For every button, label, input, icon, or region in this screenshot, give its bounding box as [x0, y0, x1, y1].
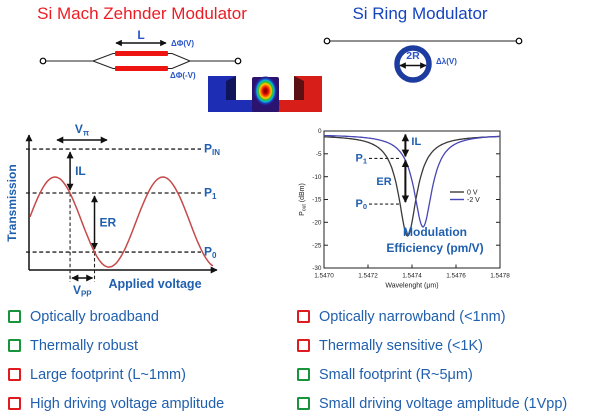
- p1-label: P1: [355, 152, 367, 165]
- svg-text:-15: -15: [312, 197, 322, 204]
- spectrum-0V: [323, 135, 500, 237]
- bullet-item: Optically narrowband (<1nm): [297, 302, 589, 331]
- p0-label: P0: [355, 198, 367, 211]
- ring-title: Si Ring Modulator: [352, 4, 488, 23]
- bullet-label: Thermally sensitive (<1K): [319, 337, 483, 354]
- shift-label: Δλ(V): [436, 57, 457, 66]
- output-port-icon: [515, 37, 523, 45]
- waveguide-cross-section: [208, 76, 322, 112]
- svg-text:-10: -10: [312, 174, 322, 181]
- svg-text:-5: -5: [316, 151, 322, 158]
- bullet-item: Optically broadband: [8, 302, 300, 331]
- y-ticks: [324, 130, 500, 246]
- svg-text:-25: -25: [312, 242, 322, 249]
- svg-text:1.5476: 1.5476: [446, 273, 466, 280]
- ring-schematic: 2R Δλ(V): [323, 37, 523, 83]
- bullet-label: Small footprint (R~5μm): [319, 366, 473, 383]
- optical-mode: [254, 76, 277, 106]
- p1-label: P1: [204, 185, 217, 201]
- transfer-curve: [29, 176, 214, 268]
- bullet-item: High driving voltage amplitude: [8, 389, 300, 418]
- ring-spectrum-plot: 0 -5 -10 -15 -20 -25 -30 1.5470 1.5472 1…: [299, 128, 510, 290]
- bullet-item: Small footprint (R~5μm): [297, 360, 589, 389]
- checkbox-bullet-icon: [297, 339, 310, 352]
- mzm-bullet-list: Optically broadband Thermally robust Lar…: [8, 302, 300, 418]
- bullet-item: Thermally robust: [8, 331, 300, 360]
- phase-bottom-label: ΔΦ(-V): [170, 71, 196, 80]
- checkbox-bullet-icon: [297, 310, 310, 323]
- y-axis-label: Transmission: [5, 164, 19, 241]
- input-port-icon: [39, 57, 47, 65]
- vpp-label: VPP: [73, 283, 92, 299]
- er-label: ER: [100, 216, 117, 230]
- checkbox-bullet-icon: [8, 310, 21, 323]
- bullet-label: High driving voltage amplitude: [30, 395, 225, 412]
- x-ticks: [323, 264, 501, 268]
- checkbox-bullet-icon: [297, 397, 310, 410]
- svg-text:1.5472: 1.5472: [358, 273, 378, 280]
- svg-text:1.5470: 1.5470: [314, 273, 334, 280]
- length-label: L: [137, 28, 144, 42]
- bullet-item: Large footprint (L~1mm): [8, 360, 300, 389]
- vpi-label: Vπ: [75, 122, 89, 138]
- phase-shifter-bottom: [115, 66, 168, 71]
- x-axis-label: Applied voltage: [108, 277, 201, 291]
- bullet-label: Large footprint (L~1mm): [30, 366, 186, 383]
- modulation-note-line1: Modulation: [403, 225, 467, 239]
- modulation-note-line2: Efficiency (pm/V): [386, 241, 483, 255]
- bullet-item: Thermally sensitive (<1K): [297, 331, 589, 360]
- svg-text:-30: -30: [312, 265, 322, 272]
- y-axis-label: Pout (dBm): [299, 183, 308, 216]
- bullet-label: Optically broadband: [30, 308, 159, 325]
- er-label: ER: [376, 176, 391, 188]
- y-tick-labels: 0 -5 -10 -15 -20 -25 -30: [312, 128, 322, 272]
- n-contact-shading: [226, 76, 236, 100]
- bullet-label: Optically narrowband (<1nm): [319, 308, 506, 325]
- p-contact-shading: [294, 76, 304, 100]
- svg-text:-20: -20: [312, 220, 322, 227]
- phase-shifter-top: [115, 51, 168, 56]
- il-label: IL: [411, 136, 421, 148]
- checkbox-bullet-icon: [8, 368, 21, 381]
- bullet-label: Thermally robust: [30, 337, 138, 354]
- checkbox-bullet-icon: [8, 397, 21, 410]
- checkbox-bullet-icon: [297, 368, 310, 381]
- svg-text:0: 0: [318, 128, 322, 135]
- legend-minus2V: -2 V: [467, 197, 480, 204]
- checkbox-bullet-icon: [8, 339, 21, 352]
- diameter-label: 2R: [406, 50, 420, 62]
- ring-bullet-list: Optically narrowband (<1nm) Thermally se…: [297, 302, 589, 418]
- spectrum-minus2V: [324, 134, 500, 228]
- pin-label: PIN: [204, 142, 220, 158]
- input-port-icon: [323, 37, 331, 45]
- legend-0V: 0 V: [467, 190, 478, 197]
- phase-top-label: ΔΦ(V): [171, 39, 194, 48]
- p0-label: P0: [204, 245, 217, 261]
- svg-text:1.5474: 1.5474: [402, 273, 422, 280]
- mzm-schematic: L ΔΦ(V) ΔΦ(-V): [39, 28, 242, 80]
- mzm-title: Si Mach Zehnder Modulator: [37, 4, 247, 23]
- legend: 0 V -2 V: [450, 190, 480, 204]
- svg-text:1.5478: 1.5478: [490, 273, 510, 280]
- il-label: IL: [75, 164, 86, 178]
- x-tick-labels: 1.5470 1.5472 1.5474 1.5476 1.5478: [314, 273, 510, 280]
- x-axis-label: Wavelenght (μm): [385, 283, 438, 290]
- mzm-transfer-plot: Transmission Applied voltage PIN P1 P0 I…: [5, 122, 220, 299]
- bullet-label: Small driving voltage amplitude (1Vpp): [319, 395, 568, 412]
- bullet-item: Small driving voltage amplitude (1Vpp): [297, 389, 589, 418]
- output-port-icon: [234, 57, 242, 65]
- ring-resonator: [394, 45, 432, 83]
